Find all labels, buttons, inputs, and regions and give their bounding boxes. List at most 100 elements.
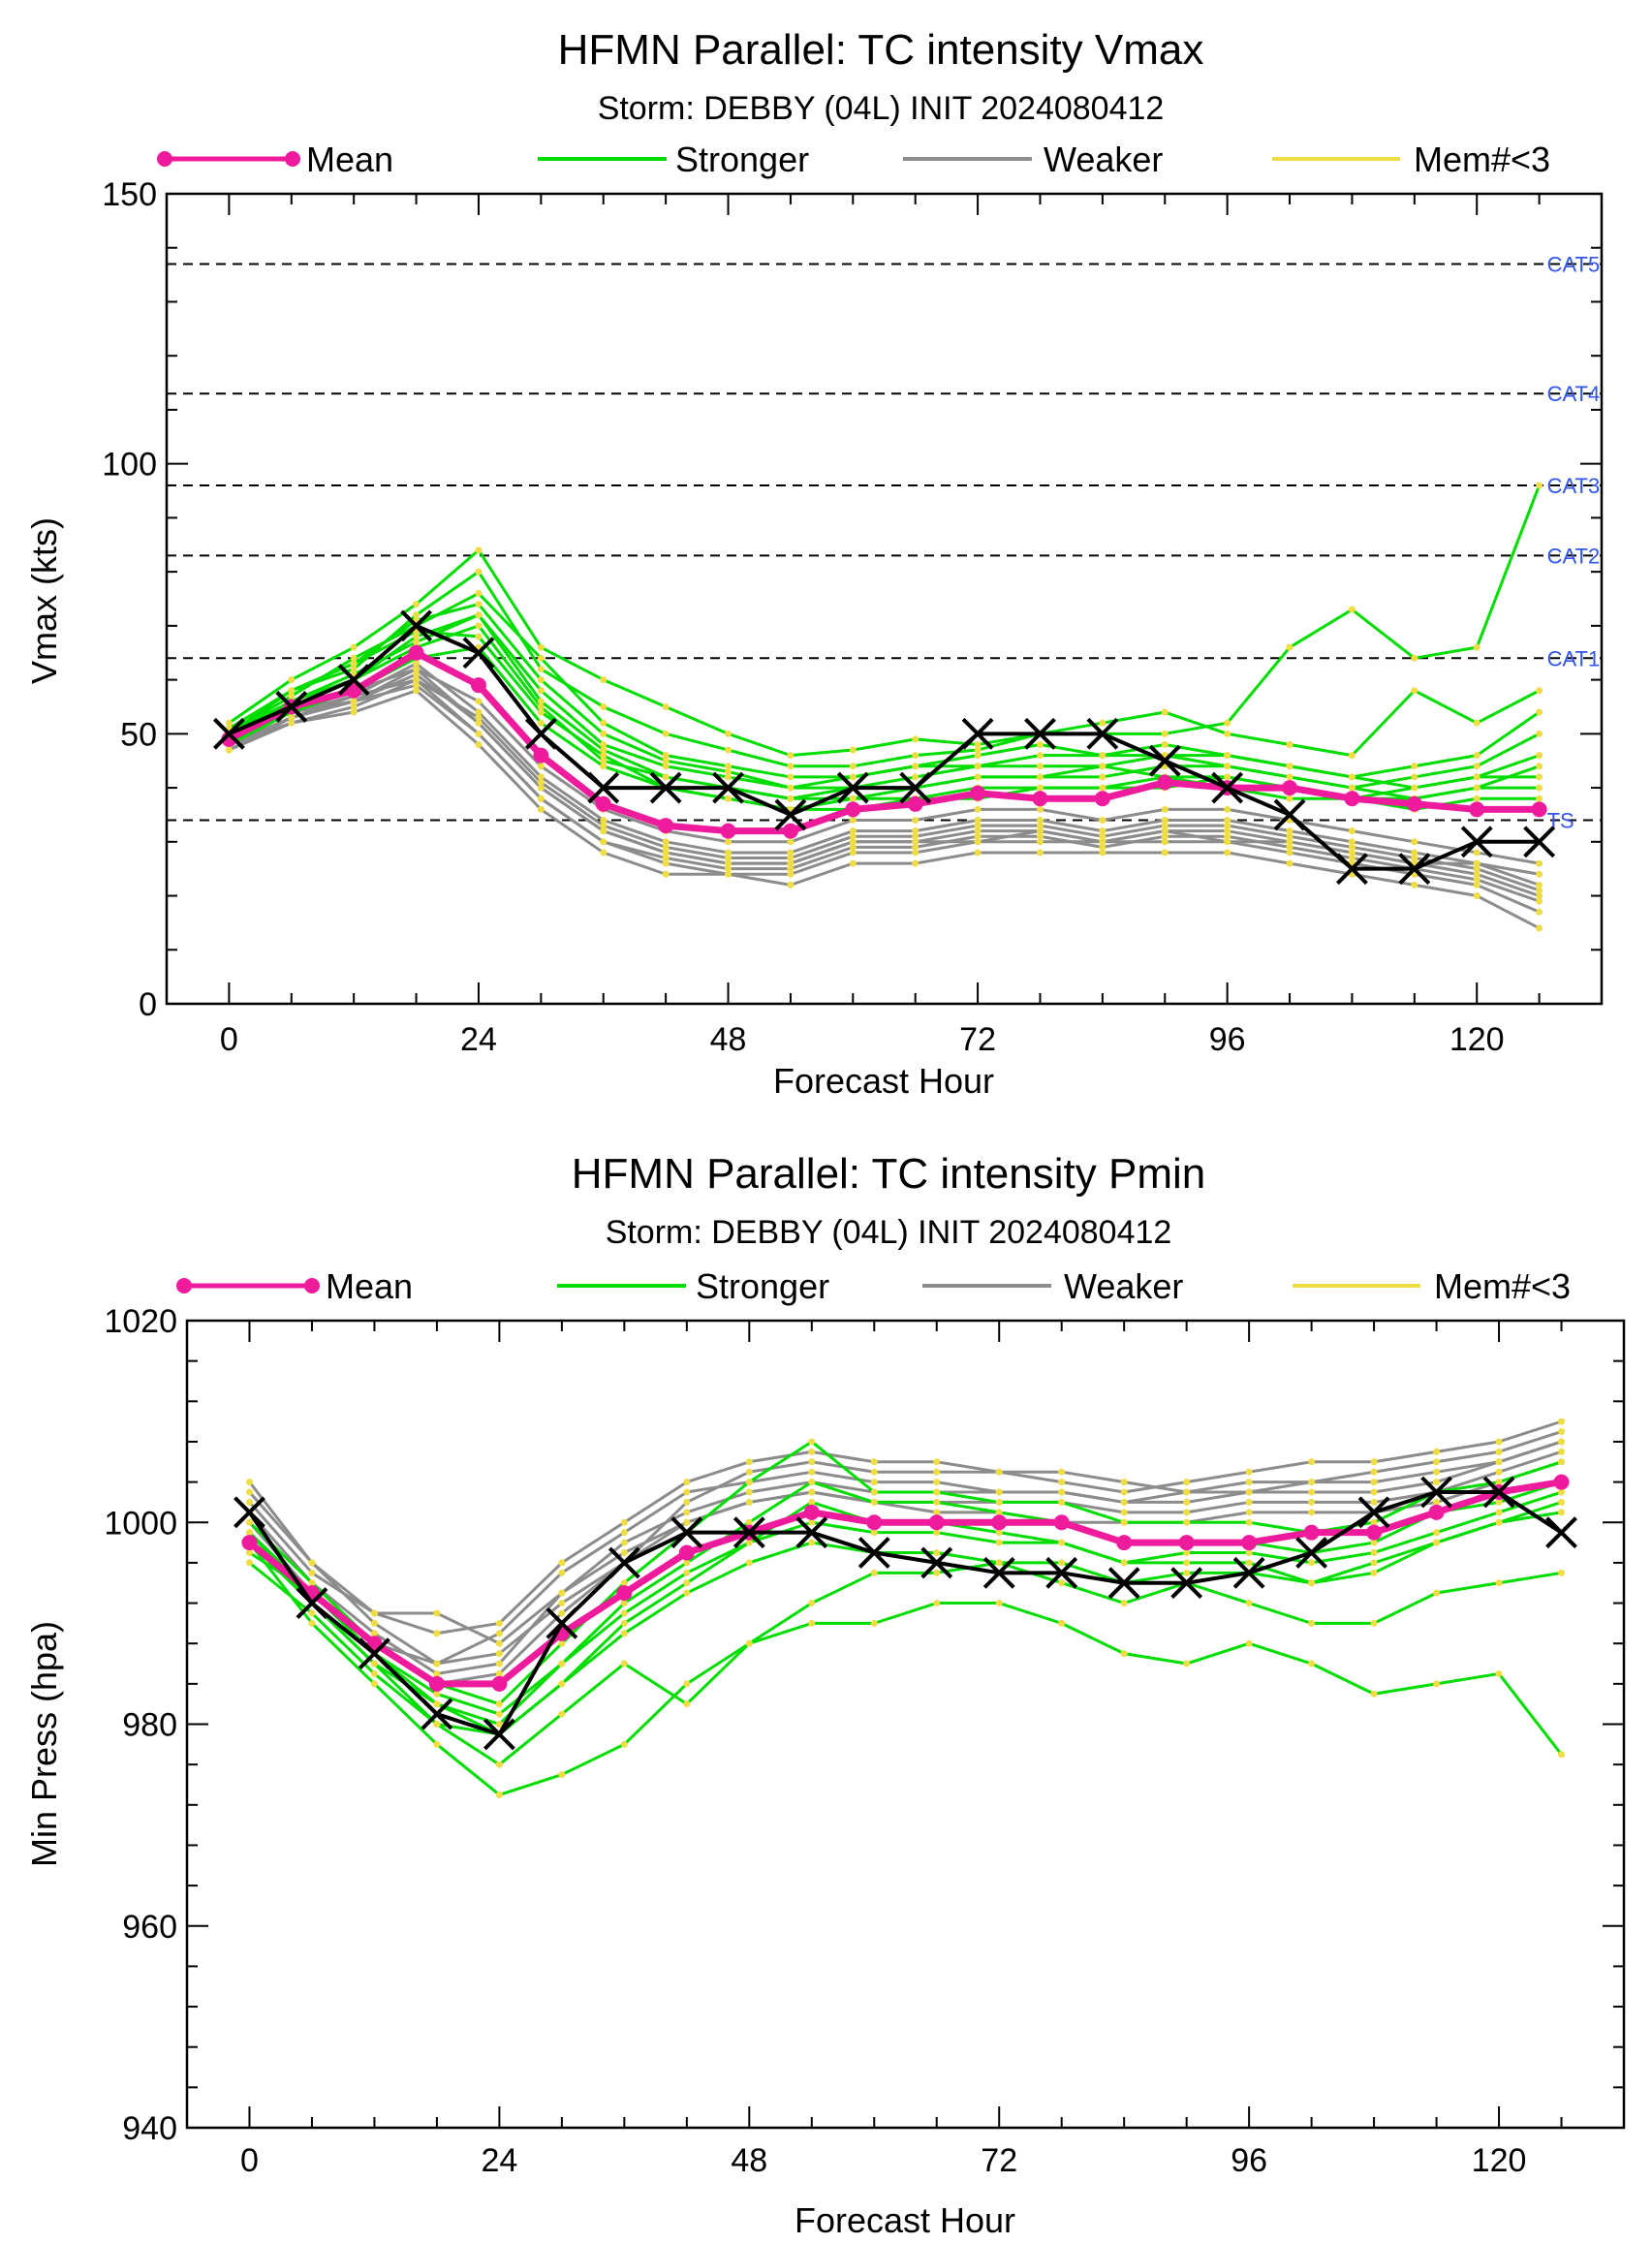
pmin-member-point: [620, 1660, 628, 1667]
pmin-member-point: [1120, 1509, 1128, 1516]
vmax-member-point: [912, 838, 920, 846]
vmax-member-point: [600, 740, 608, 748]
vmax-member-point: [537, 778, 545, 786]
pmin-member-point: [1558, 1428, 1566, 1436]
vmax-member-point: [787, 870, 795, 878]
vmax-member-point: [1286, 643, 1294, 651]
vmax-member-point: [1161, 822, 1169, 829]
pmin-mean-point: [241, 1535, 258, 1551]
pmin-member-point: [1245, 1639, 1253, 1647]
vmax-member-point: [1473, 892, 1481, 900]
pmin-member-point: [1245, 1479, 1253, 1486]
pmin-member-point: [1370, 1488, 1378, 1496]
pmin-member-point: [495, 1791, 503, 1798]
vmax-member-point: [288, 676, 296, 684]
pmin-member-point: [683, 1680, 691, 1688]
vmax-member-point: [787, 763, 795, 770]
vmax-member-point: [662, 763, 670, 770]
pmin-member-point: [995, 1539, 1003, 1546]
pmin-member-point: [1433, 1529, 1441, 1537]
pmin-observed-marker: [857, 1537, 890, 1569]
vmax-y-tick-label: 50: [120, 716, 157, 753]
vmax-member-point: [1411, 784, 1418, 792]
pmin-member-point: [1370, 1468, 1378, 1476]
vmax-member-point: [787, 859, 795, 867]
vmax-member-point: [974, 838, 982, 846]
pmin-member-point: [808, 1438, 816, 1446]
pmin-member-point: [245, 1518, 253, 1526]
vmax-member-point: [912, 843, 920, 851]
vmax-legend: Mean Stronger Weaker Mem#<3: [157, 140, 1550, 179]
pmin-x-axis-label: Forecast Hour: [795, 2200, 1015, 2240]
pmin-member-point: [1433, 1448, 1441, 1455]
vmax-mean-point: [1032, 791, 1048, 807]
vmax-member-point: [849, 832, 857, 840]
pmin-weaker-member-line: [248, 1460, 1562, 1645]
vmax-member-point: [1224, 730, 1231, 737]
pmin-member-point: [370, 1619, 378, 1627]
vmax-member-point: [912, 849, 920, 857]
pmin-stronger-member-line: [248, 1542, 1563, 1796]
vmax-member-point: [662, 855, 670, 862]
pmin-member-point: [870, 1529, 878, 1537]
pmin-member-point: [1183, 1518, 1191, 1526]
vmax-observed-line: [228, 623, 1540, 871]
vmax-mean-point: [470, 677, 486, 694]
pmin-member-point: [1058, 1579, 1066, 1587]
pmin-member-point: [1558, 1418, 1566, 1425]
vmax-observed-marker: [462, 637, 495, 670]
pmin-member-point: [808, 1600, 816, 1607]
pmin-member-point: [1245, 1509, 1253, 1516]
pmin-member-point: [1308, 1559, 1316, 1567]
vmax-observed-marker: [400, 609, 432, 642]
vmax-observed-marker: [212, 717, 245, 750]
vmax-observed-marker: [836, 771, 869, 804]
vmax-observed-marker: [275, 691, 308, 723]
vmax-member-point: [1536, 687, 1543, 695]
vmax-x-tick-label: 0: [220, 1021, 238, 1058]
vmax-member-point: [1286, 838, 1294, 846]
vmax-mean-line: [227, 649, 1540, 835]
pmin-member-point: [558, 1771, 566, 1779]
pmin-member-point: [1308, 1619, 1316, 1627]
pmin-x-tick-label: 0: [240, 2142, 259, 2179]
pmin-mean-point: [678, 1544, 695, 1561]
pmin-member-point: [870, 1468, 878, 1476]
vmax-member-point: [1224, 822, 1231, 829]
pmin-stronger-member-line: [248, 1440, 1562, 1706]
vmax-mean-point: [1531, 801, 1547, 818]
vmax-member-point: [413, 601, 421, 608]
pmin-mean-point: [1178, 1535, 1195, 1551]
pmin-member-point: [808, 1468, 816, 1476]
vmax-member-point: [537, 805, 545, 813]
vmax-member-point: [1473, 719, 1481, 727]
pmin-member-point: [558, 1559, 566, 1567]
pmin-member-point: [1495, 1509, 1503, 1516]
vmax-member-point: [350, 654, 358, 662]
pmin-member-point: [620, 1630, 628, 1637]
pmin-x-tick-label: 24: [481, 2142, 517, 2179]
pmin-member-point: [933, 1600, 941, 1607]
pmin-member-point: [683, 1518, 691, 1526]
pmin-member-point: [1433, 1479, 1441, 1486]
vmax-member-point: [662, 849, 670, 857]
pmin-member-point: [558, 1660, 566, 1667]
pmin-member-point: [308, 1619, 316, 1627]
pmin-member-point: [433, 1609, 441, 1617]
pmin-member-point: [870, 1458, 878, 1466]
vmax-member-point: [1224, 849, 1231, 857]
vmax-mean-point: [845, 801, 861, 818]
vmax-observed-marker: [649, 771, 682, 804]
vmax-member-point: [1536, 784, 1543, 792]
vmax-member-point: [1099, 773, 1107, 781]
vmax-member-point: [1536, 897, 1543, 905]
vmax-member-point: [1036, 740, 1044, 748]
pmin-chart-subtitle: Storm: DEBBY (04L) INIT 2024080412: [606, 1214, 1172, 1251]
vmax-member-point: [1473, 865, 1481, 873]
vmax-member-point: [537, 763, 545, 770]
legend-mean-dot-right: [285, 151, 300, 167]
pmin-member-point: [1495, 1498, 1503, 1506]
vmax-stronger-member-line: [228, 603, 1541, 790]
vmax-member-point: [1411, 654, 1418, 662]
